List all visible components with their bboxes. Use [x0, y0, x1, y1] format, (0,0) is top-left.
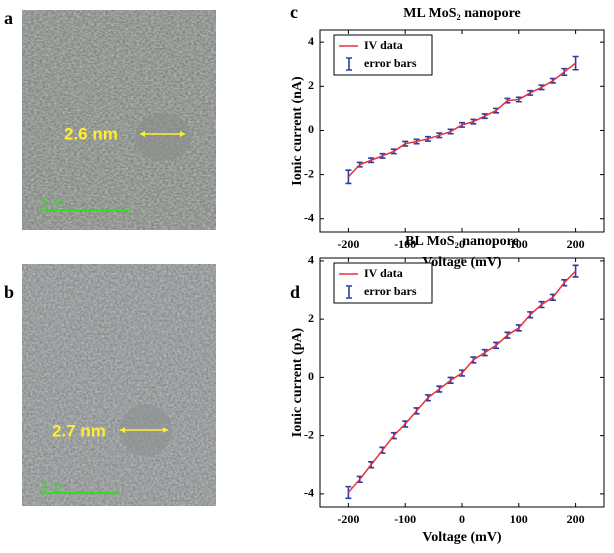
y-axis-label: Ionic current (nA)	[290, 76, 305, 186]
scale-label: 5 nm	[42, 481, 64, 492]
x-tick-label: 200	[567, 512, 585, 526]
y-tick-label: 2	[308, 311, 314, 325]
x-tick-label: -200	[337, 512, 359, 526]
panel-label: c	[290, 2, 298, 22]
y-axis-label: Ionic current (pA)	[290, 327, 305, 437]
y-tick-label: -2	[304, 166, 314, 180]
data-line	[347, 270, 577, 493]
panel-label: a	[4, 8, 13, 28]
y-tick-label: 0	[308, 369, 314, 383]
panel-label: b	[4, 282, 14, 302]
x-tick-label: 0	[459, 512, 465, 526]
legend-box	[333, 262, 433, 304]
scale-label: 5 nm	[42, 197, 64, 208]
legend-swatch	[346, 57, 352, 71]
x-tick-label: 100	[510, 512, 528, 526]
x-tick-label: -100	[394, 237, 416, 251]
x-axis-label: Voltage (mV)	[422, 530, 502, 545]
y-tick-label: 0	[308, 122, 314, 136]
chart-title: BL MoS₂ nanopore	[405, 234, 519, 249]
y-tick-label: 4	[308, 34, 314, 48]
y-tick-label: -4	[304, 211, 314, 225]
legend-label: IV data	[364, 266, 403, 280]
plot-frame	[319, 257, 605, 508]
x-axis-label: Voltage (mV)	[422, 255, 502, 270]
error-bar	[572, 55, 579, 71]
y-tick-label: -4	[304, 486, 314, 500]
arrow-heads	[140, 131, 185, 137]
legend-box	[333, 34, 433, 76]
arrow-heads	[120, 427, 168, 433]
y-tick-label: 2	[308, 78, 314, 92]
legend-swatch	[346, 285, 352, 299]
legend-label: error bars	[364, 56, 417, 70]
legend-label: IV data	[364, 38, 403, 52]
x-tick-label: 0	[459, 237, 465, 251]
pore	[135, 113, 191, 161]
error-bar	[345, 169, 352, 185]
diameter-label: 2.7 nm	[52, 421, 106, 440]
y-tick-label: -2	[304, 427, 314, 441]
diameter-label: 2.6 nm	[64, 124, 118, 143]
chart-title: ML MoS₂ nanopore	[403, 6, 521, 21]
legend-label: error bars	[364, 284, 417, 298]
y-tick-label: 4	[308, 253, 314, 267]
tem-texture	[22, 10, 216, 230]
data-line	[347, 62, 577, 178]
panel-label: d	[290, 282, 300, 302]
plot-frame	[319, 29, 605, 233]
x-tick-label: -200	[337, 237, 359, 251]
x-tick-label: 100	[510, 237, 528, 251]
tem-texture	[22, 264, 216, 506]
x-tick-label: -100	[394, 512, 416, 526]
x-tick-label: 200	[567, 237, 585, 251]
